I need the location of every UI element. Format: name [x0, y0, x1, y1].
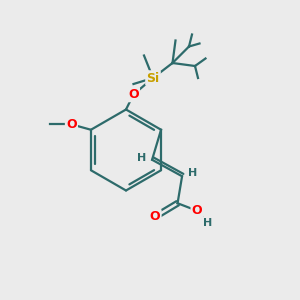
Text: Si: Si: [146, 71, 160, 85]
Text: O: O: [66, 118, 77, 131]
Text: H: H: [188, 168, 197, 178]
Text: O: O: [192, 204, 203, 217]
Text: H: H: [137, 153, 146, 163]
Text: H: H: [203, 218, 212, 228]
Text: O: O: [150, 210, 160, 223]
Text: O: O: [128, 88, 139, 101]
